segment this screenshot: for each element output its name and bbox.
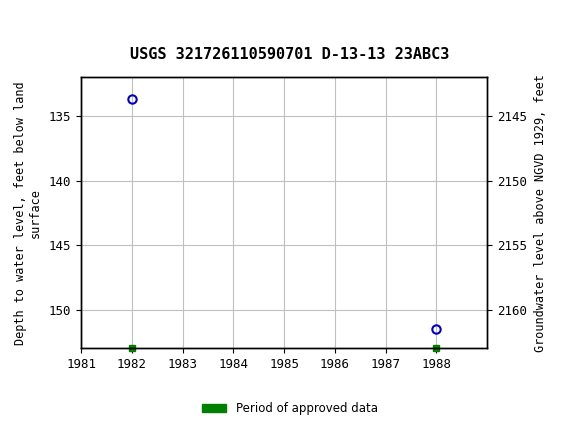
Text: USGS 321726110590701 D-13-13 23ABC3: USGS 321726110590701 D-13-13 23ABC3 bbox=[130, 47, 450, 62]
Legend: Period of approved data: Period of approved data bbox=[198, 397, 382, 420]
Y-axis label: Depth to water level, feet below land
surface: Depth to water level, feet below land su… bbox=[14, 81, 42, 345]
Text: USGS: USGS bbox=[75, 16, 126, 36]
Y-axis label: Groundwater level above NGVD 1929, feet: Groundwater level above NGVD 1929, feet bbox=[534, 74, 547, 352]
